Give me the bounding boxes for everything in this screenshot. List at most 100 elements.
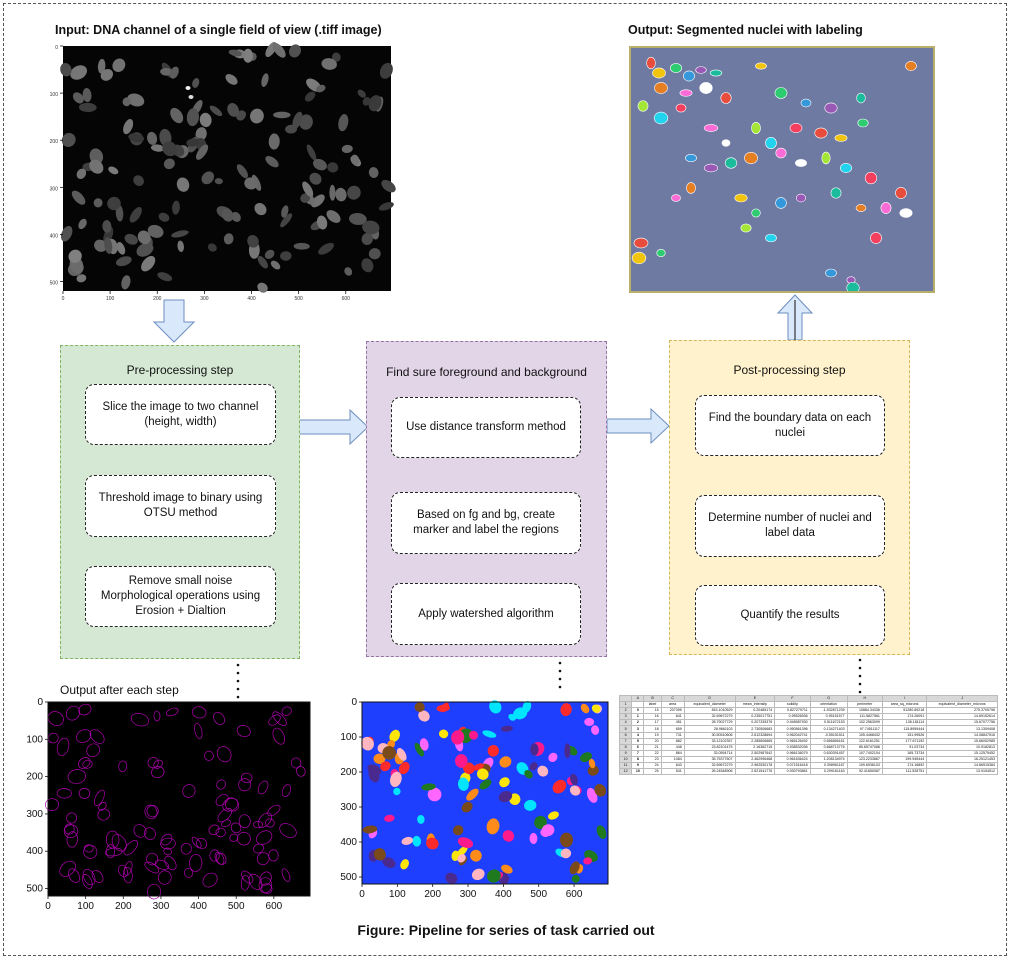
labeled-nucleus [814,127,828,139]
nucleus-contour [191,706,207,719]
x-tick-label: 100 [77,901,94,912]
labeled-nucleus [880,202,892,214]
labeled-nucleus [821,151,831,165]
watershed-region [571,874,580,883]
table-cell: 26.24548906 [683,768,736,776]
nucleus-blob [362,220,380,235]
labeled-nucleus [734,193,748,203]
nucleus-blob [60,225,73,242]
labeled-nucleus [796,193,806,203]
labeled-nucleus [637,100,649,112]
x-tick-label: 0 [62,296,65,302]
nucleus-contour [123,861,133,876]
nucleus-blob [199,112,212,128]
nucleus-blob [133,175,144,187]
nucleus-blob [115,204,124,222]
nucleus-contour [147,883,162,900]
watershed-region [583,857,592,865]
labeled-nucleus [695,66,707,74]
nucleus-contour [89,729,105,744]
nucleus-contour [123,840,139,856]
nucleus-blob [341,144,353,154]
watershed-region [580,703,590,714]
y-tick-label: 500 [50,281,59,287]
input-panel: 0 100 200 300 400 500 600 0 100 200 300 400 500 [48,42,398,304]
watershed-region [498,791,513,803]
nucleus-blob [227,103,240,117]
nucleus-contour [63,824,79,838]
nucleus-contour [93,789,105,807]
labeled-nucleus [765,137,777,149]
nucleus-blob [82,88,92,103]
watershed-region [414,702,425,712]
table-cell: 111.528751 [881,768,928,776]
nucleus-blob [137,230,151,245]
nucleus-blob [254,202,267,216]
nucleus-blob [313,158,327,171]
x-tick-label: 400 [247,296,256,302]
nucleus-blob [78,218,87,230]
watershed-region [486,818,500,835]
labeled-nucleus [855,204,867,212]
watershed-region [426,837,439,850]
results-table: A B C D E F G H I J 1 label area equivalent_diameter m… [618,694,998,776]
nucleus-contour [257,780,269,795]
table-cell: 541 [660,768,685,776]
nucleus-contour [144,827,156,840]
nucleus-blob [162,141,177,157]
table-cell: 25 [643,768,662,776]
watershed-region [477,768,489,780]
nucleus-contour [279,823,297,838]
nucleus-blob [309,172,322,185]
nucleus-blob [97,58,106,74]
watershed-region [445,872,458,884]
y-tick-label: 100 [340,732,357,743]
nucleus-contour [236,725,251,738]
watershed-region [396,748,407,761]
y-tick-label: 200 [26,772,43,783]
x-tick-label: 300 [153,901,170,912]
nucleus-contour [77,757,91,769]
nucleus-contour [81,874,93,889]
nucleus-contour [224,797,240,812]
nucleus-blob [247,235,259,248]
nucleus-blob [112,58,126,73]
table-cell: 2.621541776 [734,768,776,776]
nucleus-contour [160,833,173,846]
nucleus-blob [116,242,126,255]
nucleus-contour [64,823,75,835]
watershed-region [457,837,474,849]
watershed-region [373,753,386,764]
step-otsu-threshold: Threshold image to binary using OTSU met… [85,475,276,537]
watershed-region [368,767,380,783]
nucleus-contour [240,772,253,783]
watershed-region [500,725,513,732]
nucleus-contour [164,855,177,871]
nucleus-blob [100,68,113,81]
nucleus-blob [171,230,189,238]
watershed-region [479,779,492,790]
segmented-output-image [629,46,935,293]
watershed-region [489,700,502,714]
table-row: 12 10 25 541 26.24548906 2.621541776 0.9307938… [618,768,998,776]
nucleus-blob [381,179,396,193]
nucleus-blob [104,237,113,254]
nucleus-blob [378,202,394,211]
nucleus-blob [368,167,379,179]
nucleus-contour [144,804,158,820]
nucleus-contour [133,824,147,838]
nucleus-contour [56,737,70,756]
nucleus-blob [289,44,301,58]
nucleus-blob [331,52,341,62]
watershed-region [560,848,572,859]
nucleus-blob [335,187,347,202]
x-tick-label: 500 [530,889,547,900]
labeled-nucleus [905,61,917,71]
labeled-nucleus [656,249,666,257]
watershed-region [393,787,401,796]
watershed-region [471,868,485,881]
nucleus-contour [213,712,226,725]
nucleus-blob [127,93,145,107]
nucleus-contour [160,837,176,850]
y-tick-label: 0 [55,45,58,51]
